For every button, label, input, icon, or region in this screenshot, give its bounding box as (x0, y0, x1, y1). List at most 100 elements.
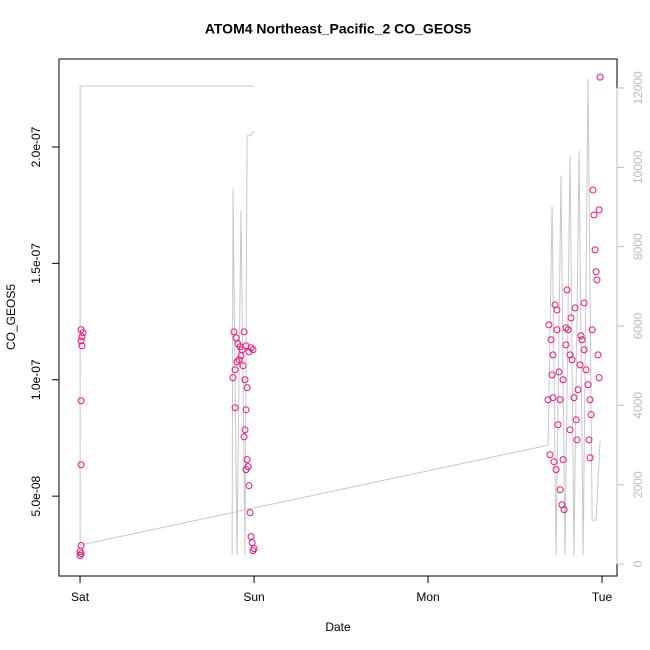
data-point (573, 436, 581, 444)
data-point (582, 366, 590, 374)
x-axis-label: Date (325, 620, 351, 634)
plot-frame (58, 58, 618, 577)
y-tick-label: 2.0e-07 (29, 126, 43, 167)
y-axis-label: CO_GEOS5 (4, 284, 18, 350)
data-point (567, 314, 575, 322)
data-point (584, 381, 592, 389)
data-point (564, 326, 572, 334)
data-point (580, 299, 588, 307)
y2-tick-label: 10000 (631, 150, 645, 184)
data-point (563, 286, 571, 294)
data-point (578, 336, 586, 344)
data-point (593, 276, 601, 284)
data-point (588, 326, 596, 334)
data-point (556, 486, 564, 494)
data-point (229, 374, 237, 382)
data-point (249, 346, 257, 354)
data-point (572, 416, 580, 424)
data-point (247, 344, 255, 352)
y2-tick-label: 4000 (631, 392, 645, 419)
data-point (570, 394, 578, 402)
data-point (240, 328, 248, 336)
data-point (246, 509, 254, 517)
data-point (239, 362, 247, 370)
data-point (243, 456, 251, 464)
data-point (591, 246, 599, 254)
data-point (596, 73, 604, 81)
data-point (590, 211, 598, 219)
data-point (241, 376, 249, 384)
data-point (235, 356, 243, 364)
data-point (586, 396, 594, 404)
y-tick-label: 1.5e-07 (29, 243, 43, 284)
data-point (230, 328, 238, 336)
data-point (245, 482, 253, 490)
data-point (549, 351, 557, 359)
data-point (546, 451, 554, 459)
data-point (548, 371, 556, 379)
data-point (242, 466, 250, 474)
data-point (592, 268, 600, 276)
data-point (555, 368, 563, 376)
y2-tick-label: 2000 (631, 471, 645, 498)
data-point (233, 358, 241, 366)
data-point (242, 406, 250, 414)
y2-tick-label: 8000 (631, 233, 645, 260)
data-point (237, 352, 245, 360)
data-point (78, 342, 86, 350)
data-point (576, 361, 584, 369)
data-point (552, 466, 560, 474)
y-tick-label: 1.0e-07 (29, 359, 43, 400)
data-point (550, 458, 558, 466)
data-point (554, 421, 562, 429)
data-point (580, 346, 588, 354)
data-point (79, 329, 87, 337)
data-point (595, 374, 603, 382)
data-point (560, 506, 568, 514)
x-tick-label: Sat (71, 590, 90, 604)
x-tick-label: Sun (243, 590, 264, 604)
y-tick-label: 5.0e-08 (29, 475, 43, 516)
data-point (595, 206, 603, 214)
data-point (568, 356, 576, 364)
data-point (545, 321, 553, 329)
data-point (594, 351, 602, 359)
y2-tick-label: 12000 (631, 71, 645, 105)
data-point (562, 324, 570, 332)
data-point (585, 436, 593, 444)
data-point (247, 533, 255, 541)
data-point (587, 411, 595, 419)
data-point (249, 547, 257, 555)
data-point (559, 376, 567, 384)
data-point (553, 306, 561, 314)
data-point (78, 333, 86, 341)
data-point (553, 326, 561, 334)
chart-title: ATOM4 Northeast_Pacific_2 CO_GEOS5 (205, 21, 472, 37)
y2-tick-label: 6000 (631, 312, 645, 339)
data-point (77, 461, 85, 469)
data-point (77, 550, 85, 558)
data-point (547, 336, 555, 344)
data-point (243, 384, 251, 392)
data-point (566, 426, 574, 434)
data-point (559, 456, 567, 464)
data-point (574, 386, 582, 394)
altitude-line (79, 78, 601, 556)
data-point (589, 186, 597, 194)
data-point (77, 542, 85, 550)
data-point (231, 366, 239, 374)
data-point (248, 539, 256, 547)
x-tick-label: Mon (416, 590, 439, 604)
data-point (571, 304, 579, 312)
x-tick-label: Tue (592, 590, 613, 604)
y2-tick-label: 0 (631, 560, 645, 567)
data-point (556, 396, 564, 404)
data-point (562, 341, 570, 349)
data-point (577, 332, 585, 340)
data-point (77, 397, 85, 405)
data-point (231, 404, 239, 412)
data-point (245, 348, 253, 356)
data-point (241, 426, 249, 434)
data-point (544, 396, 552, 404)
